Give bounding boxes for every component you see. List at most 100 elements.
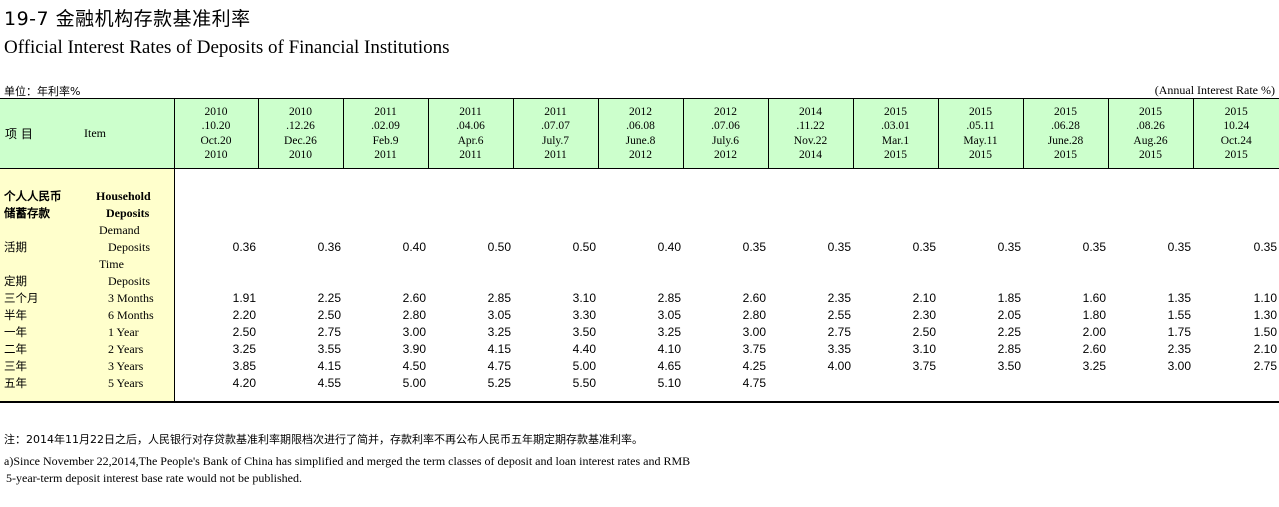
header-date-col-7: 2014 .11.22 Nov.22 2014 <box>767 98 853 169</box>
header-date-cn-date: .04.06 <box>456 120 485 132</box>
rate-cell <box>938 374 1023 391</box>
rate-cell <box>1108 374 1193 391</box>
header-date-cn-year: 2015 <box>1054 105 1077 118</box>
rate-cell <box>343 187 428 204</box>
rate-cell: 3.35 <box>827 341 851 356</box>
rate-cell: 3.75 <box>912 358 936 373</box>
rate-cell: 2.35 <box>1167 341 1191 356</box>
rate-cell: 2.00 <box>1082 324 1106 339</box>
rate-cell: 3.00 <box>742 324 766 339</box>
header-date-cn-year: 2010 <box>204 105 228 118</box>
table-row: 三年 3 Years 3.85 4.15 4.50 4.75 5.00 4.65 4.25 4.0… <box>0 357 1279 374</box>
header-row: 项 目 Item 2010 .10.20 Oct.20 2010 2010 .12.26 D… <box>0 98 1279 169</box>
rate-cell <box>683 255 768 272</box>
rate-cell <box>343 272 428 289</box>
table-body: 个人人民币 Household 储蓄存款 Deposits Demand 活期 Deposi… <box>0 168 1279 403</box>
rate-cell <box>938 187 1023 204</box>
rate-cell <box>174 272 258 289</box>
header-date-col-1: 2010 .12.26 Dec.26 2010 <box>257 98 343 169</box>
rate-cell: 5.00 <box>572 358 596 373</box>
rate-cell: 1.50 <box>1253 324 1277 339</box>
rate-cell <box>683 272 768 289</box>
rate-cell <box>258 272 343 289</box>
rate-cell: 5.00 <box>402 375 426 390</box>
header-date-en-date: Mar.1 <box>881 134 910 147</box>
rate-cell: 4.75 <box>487 358 511 373</box>
row-label-cn <box>0 221 84 238</box>
rate-cell: 1.85 <box>997 290 1021 305</box>
rate-cell <box>768 187 853 204</box>
header-date-col-8: 2015 .03.01 Mar.1 2015 <box>852 98 938 169</box>
rate-cell <box>1193 221 1279 238</box>
rate-cell <box>258 221 343 238</box>
rate-cell: 2.80 <box>742 307 766 322</box>
header-date-cn-date: .06.08 <box>626 120 655 132</box>
rate-cell <box>174 187 258 204</box>
header-date-cn-date: .02.09 <box>371 120 400 132</box>
rate-cell <box>428 221 513 238</box>
rate-cell: 0.40 <box>402 239 426 254</box>
table-row: 一年 1 Year 2.50 2.75 3.00 3.25 3.50 3.25 3.00 2.75… <box>0 323 1279 340</box>
rate-cell <box>853 255 938 272</box>
rate-cell: 4.15 <box>487 341 511 356</box>
header-date-cn-date: .07.06 <box>711 120 740 132</box>
header-date-en-year: 2015 <box>1054 149 1077 161</box>
rate-cell: 5.10 <box>657 375 681 390</box>
row-label-cn: 三年 <box>0 357 84 374</box>
rate-cell: 2.05 <box>997 307 1021 322</box>
rate-cell <box>1023 255 1108 272</box>
rate-cell: 1.91 <box>232 290 256 305</box>
header-date-en-date: Oct.24 <box>1220 134 1252 147</box>
rate-cell: 3.05 <box>487 307 511 322</box>
rate-cell: 5.25 <box>487 375 511 390</box>
rate-cell: 0.35 <box>997 239 1021 254</box>
table-row: 定期 Deposits <box>0 272 1279 289</box>
header-date-cn-date: .03.01 <box>881 120 910 132</box>
rate-cell: 3.25 <box>232 341 256 356</box>
row-label-en: 6 Months <box>84 306 175 323</box>
table-row: 五年 5 Years 4.20 4.55 5.00 5.25 5.50 5.10 4.75 <box>0 374 1279 391</box>
rate-cell: 2.75 <box>317 324 341 339</box>
rate-cell <box>938 255 1023 272</box>
header-date-cn-year: 2015 <box>969 105 992 118</box>
table-row: Demand <box>0 221 1279 238</box>
rate-cell <box>853 204 938 221</box>
row-label-en: Household <box>84 187 175 204</box>
row-label-cn: 半年 <box>0 306 84 323</box>
row-label-en: Deposits <box>84 238 175 255</box>
table-row: 二年 2 Years 3.25 3.55 3.90 4.15 4.40 4.10 3.75 3.3… <box>0 340 1279 357</box>
header-date-en-date: July.7 <box>541 134 570 147</box>
rate-cell <box>343 221 428 238</box>
row-label-cn: 五年 <box>0 374 84 391</box>
header-item-cn: 项 目 <box>0 98 84 169</box>
row-label-en: 1 Year <box>84 323 175 340</box>
rate-cell: 1.10 <box>1253 290 1277 305</box>
header-date-en-year: 2015 <box>969 149 992 161</box>
rate-cell: 1.30 <box>1253 307 1277 322</box>
header-date-en-year: 2014 <box>799 149 822 161</box>
rate-cell <box>1193 374 1279 391</box>
header-date-col-6: 2012 .07.06 July.6 2012 <box>682 98 768 169</box>
rate-cell <box>258 255 343 272</box>
table-row: 半年 6 Months 2.20 2.50 2.80 3.05 3.30 3.05 2.80 2.… <box>0 306 1279 323</box>
rate-cell <box>174 221 258 238</box>
rate-cell: 2.10 <box>912 290 936 305</box>
rate-cell: 4.40 <box>572 341 596 356</box>
rate-cell <box>513 255 598 272</box>
rate-cell <box>938 272 1023 289</box>
row-label-cn: 活期 <box>0 238 84 255</box>
rate-cell <box>1023 204 1108 221</box>
header-date-en-year: 2012 <box>714 149 737 161</box>
rate-cell <box>174 255 258 272</box>
row-label-en: Deposits <box>84 272 175 289</box>
header-date-cn-year: 2011 <box>544 105 567 118</box>
header-date-en-date: May.11 <box>963 134 998 147</box>
rate-cell: 2.50 <box>317 307 341 322</box>
rate-cell <box>1108 221 1193 238</box>
header-date-cn-year: 2015 <box>1224 105 1248 118</box>
rate-cell: 4.00 <box>827 358 851 373</box>
row-label-cn: 二年 <box>0 340 84 357</box>
header-date-cn-date: .12.26 <box>286 120 315 132</box>
rate-cell <box>428 204 513 221</box>
rate-cell <box>1193 187 1279 204</box>
